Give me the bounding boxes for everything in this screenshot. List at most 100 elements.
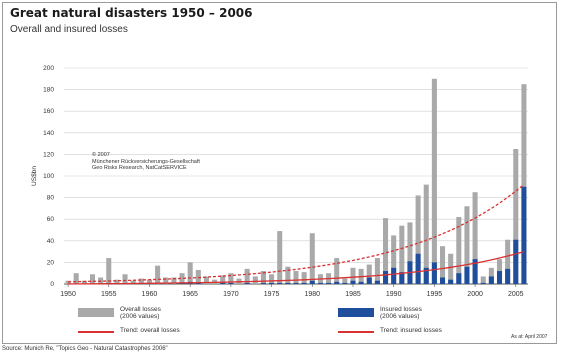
bar-insured — [415, 253, 421, 284]
bar-insured — [326, 282, 332, 284]
bar-insured — [496, 271, 503, 284]
bar-overall — [89, 274, 96, 284]
legend-insured-label: Insured losses (2006 values) — [380, 306, 422, 320]
bar-insured — [358, 281, 364, 284]
copyright-line: © 2007 — [92, 152, 110, 158]
legend-trend-insured-label: Trend: insured losses — [380, 327, 442, 334]
bar-overall — [155, 265, 161, 284]
legend-trend-overall-label: Trend: overall losses — [120, 327, 180, 334]
bar-overall — [505, 239, 511, 284]
bar-overall — [448, 253, 454, 284]
y-tick-label: 160 — [43, 108, 54, 115]
x-tick-label: 1955 — [101, 291, 117, 298]
bar-overall — [260, 271, 266, 284]
legend-overall-label: Overall losses (2006 values) — [120, 306, 161, 320]
bar-insured — [317, 282, 323, 284]
bar-insured — [464, 266, 470, 284]
y-tick-label: 200 — [43, 65, 54, 72]
bar-overall — [163, 277, 169, 284]
copyright-line: Münchener Rückversicherungs-Gesellschaft — [92, 158, 200, 165]
legend-text: Insured losses — [380, 306, 422, 313]
bar-overall — [130, 280, 136, 284]
bar-overall — [440, 246, 446, 284]
y-tick-label: 180 — [43, 87, 54, 94]
bar-overall — [285, 266, 291, 284]
bar-insured — [521, 186, 527, 284]
y-tick-label: 0 — [50, 281, 54, 288]
bar-overall — [179, 273, 185, 284]
bar-insured — [350, 280, 356, 284]
bar-overall — [374, 258, 380, 284]
chart-title: Great natural disasters 1950 – 2006 — [10, 6, 253, 20]
bar-insured — [391, 267, 397, 284]
trend-line-insured — [68, 250, 525, 285]
x-tick-label: 1965 — [182, 291, 198, 298]
x-tick-label: 1975 — [264, 291, 280, 298]
legend-swatch-trend-insured — [338, 331, 374, 333]
y-tick-label: 60 — [47, 216, 55, 223]
bar-overall — [81, 280, 87, 284]
bar-overall — [146, 279, 152, 284]
bar-overall — [456, 217, 462, 284]
bar-insured — [260, 282, 266, 284]
bar-insured — [285, 282, 291, 284]
bar-overall — [106, 258, 112, 284]
y-tick-label: 120 — [43, 151, 54, 158]
bar-overall — [391, 235, 397, 284]
bar-insured — [374, 280, 380, 284]
y-tick-label: 140 — [43, 130, 54, 137]
x-tick-label: 1960 — [142, 291, 158, 298]
x-tick-label: 1950 — [60, 291, 76, 298]
legend-text: (2006 values) — [120, 313, 160, 320]
bar-insured — [480, 282, 486, 284]
bar-overall — [399, 225, 405, 284]
legend-swatch-insured — [338, 308, 374, 317]
bar-overall — [472, 192, 478, 284]
x-tick-label: 1990 — [386, 291, 402, 298]
bar-overall — [415, 195, 421, 284]
copyright-note: © 2007 Münchener Rückversicherungs-Gesel… — [92, 152, 200, 172]
bar-overall — [423, 184, 429, 284]
bar-insured — [472, 259, 478, 284]
bar-overall — [203, 276, 209, 284]
bar-insured — [269, 282, 275, 284]
bar-insured — [293, 282, 299, 284]
bar-overall — [431, 78, 437, 284]
bar-overall — [293, 271, 299, 284]
bar-insured — [513, 239, 519, 284]
bar-insured — [366, 277, 372, 284]
y-axis-label: US$bn — [31, 166, 38, 186]
bar-overall — [122, 274, 128, 284]
bar-overall — [309, 233, 315, 284]
legend-text: Overall losses — [120, 306, 161, 313]
bar-overall — [350, 267, 356, 284]
bar-insured — [423, 267, 429, 284]
y-tick-label: 20 — [47, 259, 55, 266]
bar-insured — [228, 282, 234, 284]
bar-overall — [366, 264, 372, 284]
bar-overall — [480, 276, 486, 284]
bar-overall — [521, 84, 527, 284]
x-tick-label: 1985 — [345, 291, 361, 298]
legend-swatch-trend-overall — [78, 331, 114, 333]
bar-insured — [277, 282, 283, 284]
bar-overall — [65, 280, 71, 284]
bar-insured — [309, 280, 315, 284]
bar-insured — [383, 271, 389, 284]
bar-insured — [334, 281, 340, 284]
bar-insured — [342, 282, 348, 284]
legend-text: (2006 values) — [380, 313, 420, 320]
bar-insured — [440, 277, 446, 284]
bar-insured — [456, 273, 462, 284]
bar-overall — [244, 268, 250, 284]
bar-overall — [187, 262, 193, 284]
bar-overall — [301, 272, 307, 284]
bar-insured — [431, 262, 437, 284]
trend-line-overall — [68, 184, 525, 283]
chart-subtitle: Overall and insured losses — [10, 24, 128, 35]
bar-overall — [171, 277, 177, 284]
bar-insured — [399, 272, 405, 284]
bar-overall — [114, 279, 120, 284]
bar-insured — [244, 282, 250, 284]
